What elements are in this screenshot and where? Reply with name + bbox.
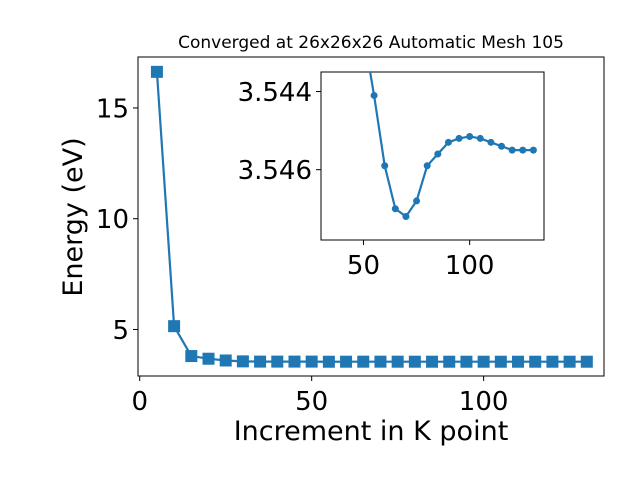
data-point <box>305 355 318 368</box>
y-tick-label: 3.546 <box>238 156 312 186</box>
data-point <box>529 146 537 154</box>
data-point <box>219 354 232 367</box>
data-point <box>374 355 387 368</box>
data-point <box>391 205 399 213</box>
main-plot-frame <box>137 56 605 377</box>
x-tick-label: 50 <box>347 251 380 281</box>
main-x-axis-ticks: 0 50 100 <box>131 376 508 417</box>
data-point <box>426 355 439 368</box>
x-tick-label: 100 <box>445 251 495 281</box>
data-point <box>546 355 559 368</box>
data-point <box>512 355 525 368</box>
data-point <box>168 320 181 333</box>
data-point <box>529 355 542 368</box>
data-point <box>413 197 421 205</box>
x-tick-label: 0 <box>131 387 148 417</box>
main-y-axis-ticks: 5 10 15 <box>96 94 138 346</box>
data-point <box>477 355 490 368</box>
inset-series <box>369 72 537 221</box>
data-point <box>434 150 442 158</box>
data-point <box>423 162 431 170</box>
data-point <box>466 132 474 140</box>
data-point <box>476 134 484 142</box>
data-point <box>494 355 507 368</box>
main-chart: Converged at 26x26x26 Automatic Mesh 105… <box>58 33 605 447</box>
data-point <box>443 355 456 368</box>
data-point <box>498 142 506 150</box>
data-point <box>322 355 335 368</box>
y-axis-label: Energy (eV) <box>58 137 89 296</box>
data-point <box>236 355 249 368</box>
data-point <box>288 355 301 368</box>
data-point <box>580 355 593 368</box>
x-tick-label: 100 <box>459 387 509 417</box>
y-tick-label: 5 <box>112 316 129 346</box>
y-tick-label: 10 <box>96 205 129 235</box>
inset-y-axis-ticks: 3.544 3.546 <box>238 78 321 186</box>
data-point <box>487 138 495 146</box>
data-point <box>519 146 527 154</box>
x-axis-label: Increment in K point <box>234 416 509 447</box>
main-series <box>150 65 593 368</box>
data-point <box>370 91 378 99</box>
data-point <box>391 355 404 368</box>
y-tick-label: 3.544 <box>238 78 312 108</box>
data-point <box>254 355 267 368</box>
data-point <box>460 355 473 368</box>
data-point <box>340 355 353 368</box>
data-point <box>381 162 389 170</box>
data-point <box>150 65 163 78</box>
inset-chart: 50 100 3.544 3.546 <box>238 71 545 281</box>
data-point <box>444 138 452 146</box>
y-tick-label: 15 <box>96 94 129 124</box>
data-point <box>408 355 421 368</box>
inset-x-axis-ticks: 50 100 <box>347 240 495 281</box>
data-point <box>357 355 370 368</box>
data-point <box>271 355 284 368</box>
inset-plot-frame <box>320 71 545 241</box>
chart-title: Converged at 26x26x26 Automatic Mesh 105 <box>178 33 564 53</box>
x-tick-label: 50 <box>295 387 328 417</box>
data-point <box>563 355 576 368</box>
data-point <box>508 146 516 154</box>
data-point <box>185 350 198 363</box>
data-point <box>455 134 463 142</box>
data-point <box>402 213 410 221</box>
data-point <box>202 352 215 365</box>
